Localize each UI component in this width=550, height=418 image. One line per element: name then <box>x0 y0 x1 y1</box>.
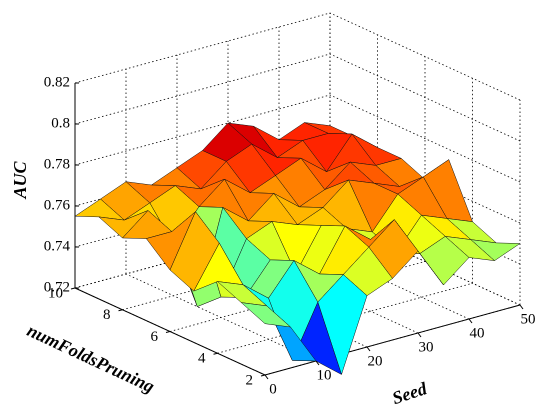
y-tick-label: 6 <box>151 329 159 345</box>
x-tick-label: 0 <box>269 381 277 397</box>
tick-mark <box>264 374 269 380</box>
z-tick-label: 0.78 <box>44 156 70 172</box>
grid-line <box>74 53 331 125</box>
tick-mark <box>213 352 218 355</box>
z-tick-label: 0.72 <box>44 279 70 295</box>
tick-mark <box>519 304 524 310</box>
z-tick-label: 0.8 <box>51 115 70 131</box>
tick-mark <box>70 287 76 290</box>
tick-mark <box>165 331 171 333</box>
grid-line <box>329 53 521 142</box>
x-tick-label: 30 <box>419 339 434 355</box>
x-tick-label: 40 <box>470 325 485 341</box>
z-axis-label: AUC <box>10 161 30 200</box>
y-axis-label: numFoldsPruning <box>24 320 158 396</box>
tick-mark <box>366 346 371 352</box>
x-tick-label: 10 <box>317 367 332 383</box>
y-tick-label: 10 <box>48 285 63 301</box>
y-tick-label: 8 <box>103 307 111 323</box>
x-axis-label: Seed <box>390 378 430 408</box>
surface-patch <box>240 302 292 328</box>
z-tick-label: 0.76 <box>44 197 71 213</box>
grid-line <box>74 12 331 84</box>
grid-line <box>329 217 521 306</box>
tick-mark <box>417 332 422 338</box>
tick-mark <box>468 318 473 324</box>
z-tick-label: 0.74 <box>44 238 71 254</box>
y-tick-label: 4 <box>198 351 206 367</box>
grid-line <box>329 12 521 101</box>
axis-line <box>264 304 521 376</box>
grid-line <box>74 94 331 166</box>
grid-line <box>329 94 521 183</box>
z-tick-label: 0.82 <box>44 74 70 90</box>
y-tick-label: 2 <box>246 372 254 388</box>
tick-mark <box>315 360 320 366</box>
tick-mark <box>260 374 266 377</box>
x-tick-label: 50 <box>521 311 536 327</box>
tick-mark <box>118 309 123 312</box>
x-tick-label: 20 <box>368 353 383 369</box>
